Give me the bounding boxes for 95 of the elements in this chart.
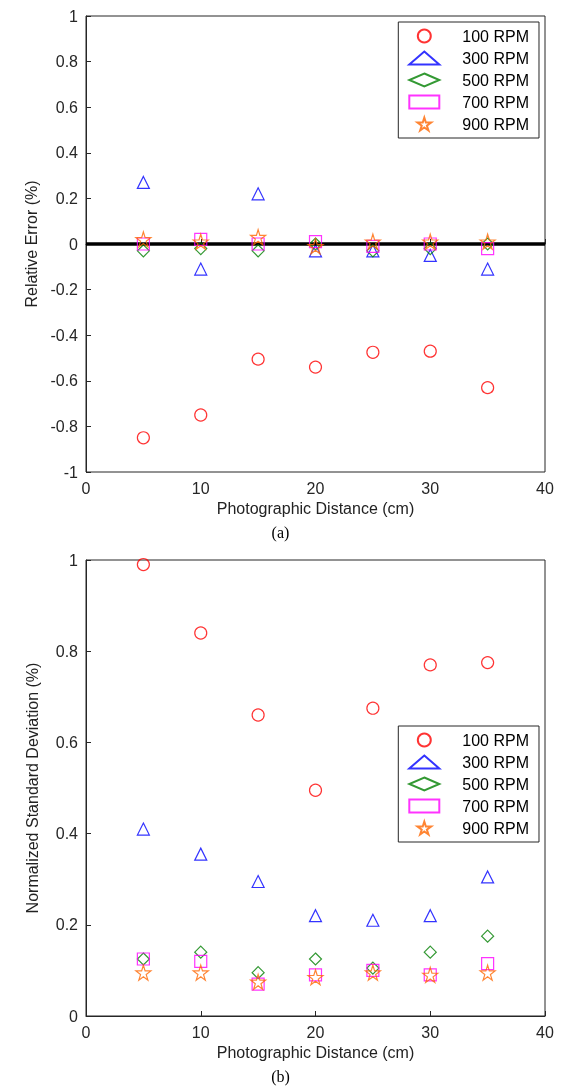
y-tick-label: -0.2 xyxy=(50,281,79,299)
x-tick-label: 30 xyxy=(421,1023,440,1041)
point xyxy=(250,973,267,990)
legend-label: 500 RPM xyxy=(462,71,530,89)
point xyxy=(423,241,437,256)
point xyxy=(479,233,496,250)
point xyxy=(366,345,380,359)
point xyxy=(481,870,495,884)
point xyxy=(366,701,380,715)
point xyxy=(194,626,208,640)
x-tick-label: 30 xyxy=(421,479,440,497)
point xyxy=(308,360,323,374)
y-tick-label: -0.8 xyxy=(50,417,79,435)
x-tick-label: 40 xyxy=(536,479,554,497)
point xyxy=(136,822,150,836)
point xyxy=(251,966,265,980)
text: (b) xyxy=(271,1067,290,1086)
y-tick-label: 1 xyxy=(69,551,79,569)
x-axis-title: Photographic Distance (cm) xyxy=(216,1044,415,1062)
point xyxy=(366,913,380,927)
y-tick-label: 0 xyxy=(69,1007,79,1025)
point xyxy=(251,244,265,258)
point xyxy=(194,847,208,861)
point xyxy=(135,231,152,248)
y-tick-label: 0 xyxy=(69,235,79,253)
x-tick-label: 0 xyxy=(81,1023,91,1041)
point xyxy=(194,945,208,959)
point xyxy=(307,969,324,986)
y-tick-label: 0.6 xyxy=(55,98,79,116)
point xyxy=(481,956,495,971)
point xyxy=(194,241,208,256)
y-tick-label: 0.4 xyxy=(55,825,79,843)
y-tick-label: 0.2 xyxy=(55,916,79,934)
text: (a) xyxy=(271,523,290,542)
x-tick-label: 20 xyxy=(306,1023,325,1041)
point xyxy=(423,909,437,923)
y-tick-label: 1 xyxy=(69,7,79,25)
y-tick-label: 0.4 xyxy=(55,144,79,162)
point xyxy=(251,708,265,722)
point xyxy=(481,656,495,670)
x-tick-label: 10 xyxy=(191,479,210,497)
x-tick-label: 0 xyxy=(81,479,91,497)
point xyxy=(364,964,381,981)
point xyxy=(423,248,437,262)
legend-label: 100 RPM xyxy=(462,27,530,45)
x-tick-label: 20 xyxy=(306,479,325,497)
legend-label: 900 RPM xyxy=(462,115,530,133)
x-tick-label: 10 xyxy=(191,1023,210,1041)
point xyxy=(251,874,265,889)
legend-label: 100 RPM xyxy=(462,731,530,749)
y-tick-label: 0.6 xyxy=(55,733,79,751)
point xyxy=(481,262,495,276)
legend-label: 900 RPM xyxy=(462,819,530,837)
point xyxy=(308,968,323,982)
y-axis-title: Relative Error (%) xyxy=(23,180,41,308)
y-tick-label: -0.4 xyxy=(50,326,79,344)
point xyxy=(251,352,265,366)
point xyxy=(136,244,150,258)
y-axis-title: Normalized Standard Deviation (%) xyxy=(23,662,41,914)
y-tick-label: 0.2 xyxy=(55,189,79,207)
point xyxy=(136,431,150,445)
point xyxy=(194,262,208,276)
point xyxy=(308,244,323,258)
legend-label: 700 RPM xyxy=(462,797,530,815)
point xyxy=(308,952,323,966)
y-tick-label: -0.6 xyxy=(50,372,79,390)
legend-label: 300 RPM xyxy=(462,49,530,67)
legend-label: 300 RPM xyxy=(462,753,530,771)
point xyxy=(250,229,267,246)
point xyxy=(423,658,437,672)
legend-label: 700 RPM xyxy=(462,93,530,111)
y-tick-label: 0.8 xyxy=(55,53,79,71)
point xyxy=(423,344,437,358)
point xyxy=(308,783,323,797)
point xyxy=(192,964,209,981)
point xyxy=(136,175,150,190)
y-tick-label: -1 xyxy=(63,463,79,481)
point xyxy=(251,187,265,201)
point xyxy=(135,964,152,981)
x-axis-title: Photographic Distance (cm) xyxy=(216,500,415,518)
point xyxy=(422,233,439,250)
point xyxy=(194,954,208,968)
point xyxy=(481,241,495,256)
point xyxy=(364,233,381,250)
point xyxy=(307,238,324,255)
point xyxy=(194,408,208,422)
point xyxy=(423,945,437,959)
point xyxy=(308,909,323,923)
point xyxy=(479,964,496,981)
legend-label: 500 RPM xyxy=(462,775,530,793)
point xyxy=(136,557,150,572)
point xyxy=(481,381,495,395)
y-tick-label: 0.8 xyxy=(55,642,79,660)
point xyxy=(481,929,495,943)
x-tick-label: 40 xyxy=(536,1023,554,1041)
